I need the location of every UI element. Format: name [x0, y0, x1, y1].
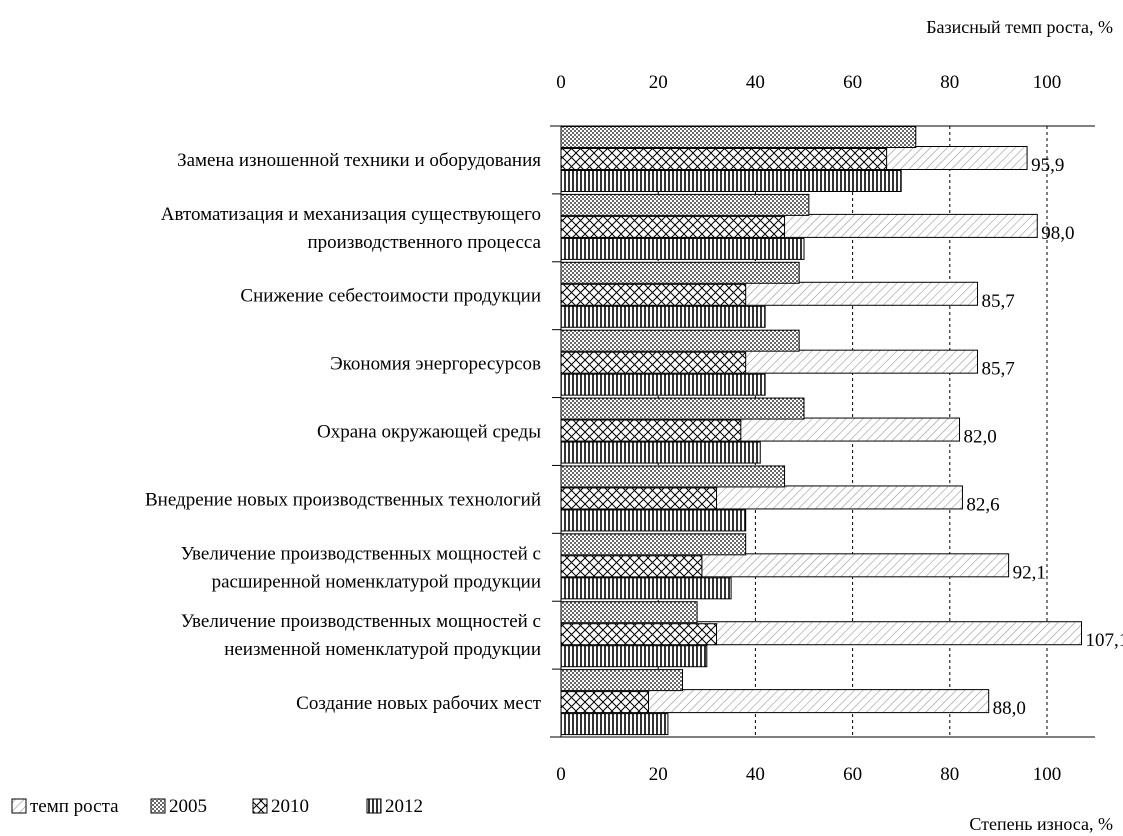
bar-2012 — [560, 305, 766, 328]
bars — [560, 126, 1083, 736]
bar-2010 — [560, 555, 703, 578]
bar-2012 — [560, 645, 708, 668]
legend-label: 2005 — [169, 796, 207, 817]
bar-2005 — [560, 601, 698, 624]
top-tick-label: 0 — [556, 72, 566, 93]
category-label: расширенной номенклатурой продукции — [212, 571, 541, 592]
category-label: Внедрение новых производственных техноло… — [145, 489, 541, 510]
bar-2005 — [560, 329, 800, 352]
bottom-tick-label: 100 — [1033, 764, 1062, 785]
category-label: Экономия энергоресурсов — [330, 354, 541, 375]
bar-2005 — [560, 261, 800, 284]
bottom-axis-title: Степень износа, % — [969, 814, 1113, 834]
bar-2005 — [560, 533, 747, 556]
category-label: Охрана окружающей среды — [317, 422, 541, 443]
bottom-tick-label: 0 — [556, 764, 566, 785]
category-label: неизменной номенклатурой продукции — [224, 639, 541, 660]
bar-2010 — [560, 419, 742, 442]
bottom-tick-label: 40 — [746, 764, 765, 785]
data-label: 82,6 — [966, 494, 999, 515]
bottom-tick-label: 60 — [843, 764, 862, 785]
bar-2012 — [560, 509, 747, 532]
category-label: Замена изношенной техники и оборудования — [177, 150, 541, 171]
data-label: 92,1 — [1013, 562, 1046, 583]
axes — [550, 125, 1095, 738]
data-label: 88,0 — [993, 698, 1026, 719]
top-tick-label: 60 — [843, 72, 862, 93]
data-label: 95,9 — [1031, 155, 1064, 176]
bar-2005 — [560, 669, 683, 692]
category-label: Увеличение производственных мощностей с — [181, 611, 541, 632]
bar-2010 — [560, 487, 718, 510]
bar-2010 — [560, 283, 747, 306]
bar-2012 — [560, 577, 732, 600]
category-label: производственного процесса — [307, 232, 541, 253]
category-label: Снижение себестоимости продукции — [240, 286, 541, 307]
bar-2005 — [560, 397, 805, 420]
bar-2010 — [560, 351, 747, 374]
bar-2010 — [560, 215, 786, 238]
legend: темп роста 2005 2010 2012 — [11, 796, 423, 817]
data-label: 82,0 — [964, 427, 997, 448]
bar-2005 — [560, 193, 810, 216]
bar-2012 — [560, 237, 805, 260]
top-tick-label: 20 — [649, 72, 668, 93]
bottom-tick-label: 80 — [940, 764, 959, 785]
bar-2012 — [560, 713, 669, 736]
bar-2012 — [560, 441, 761, 464]
bottom-tick-label: 20 — [649, 764, 668, 785]
data-label: 107,1 — [1086, 630, 1123, 651]
bar-2005 — [560, 465, 786, 488]
legend-label: 2010 — [271, 796, 309, 817]
legend-swatch — [11, 798, 27, 814]
data-label: 85,7 — [982, 291, 1015, 312]
top-tick-label: 40 — [746, 72, 765, 93]
legend-label: 2012 — [385, 796, 423, 817]
legend-swatch — [366, 798, 382, 814]
bar-2005 — [560, 126, 917, 148]
labels: 95,9 Замена изношенной техники и оборудов… — [145, 72, 1123, 785]
data-label: 85,7 — [982, 359, 1015, 380]
bar-2012 — [560, 373, 766, 396]
top-tick-label: 100 — [1033, 72, 1062, 93]
bar-2010 — [560, 691, 649, 714]
bar-2012 — [560, 170, 902, 192]
category-label: Создание новых рабочих мест — [296, 693, 542, 714]
data-label: 98,0 — [1041, 223, 1074, 244]
category-label: Увеличение производственных мощностей с — [181, 543, 541, 564]
bar-2010 — [560, 148, 888, 170]
legend-label: темп роста — [30, 796, 119, 817]
legend-swatch — [150, 798, 166, 814]
legend-swatch — [252, 798, 268, 814]
bar-2010 — [560, 623, 718, 646]
top-axis-title: Базисный темп роста, % — [926, 17, 1113, 37]
category-label: Автоматизация и механизация существующег… — [161, 204, 541, 225]
top-tick-label: 80 — [940, 72, 959, 93]
